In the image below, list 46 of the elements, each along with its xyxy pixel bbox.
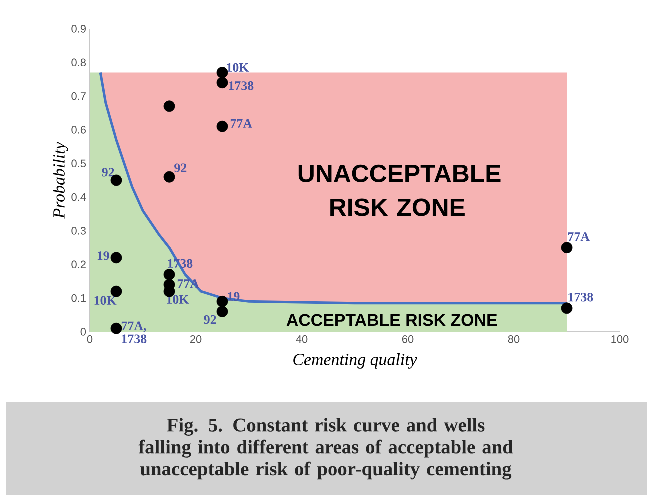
x-tick-label: 20 (190, 336, 202, 344)
point (110, 286, 122, 298)
point (216, 296, 228, 308)
point (164, 269, 176, 280)
point (164, 100, 176, 112)
y-tick-label: 0.9 (72, 25, 86, 33)
point (561, 302, 573, 314)
point (216, 77, 228, 89)
annotation: 10K (227, 63, 250, 72)
y-tick-label: 0.6 (72, 126, 86, 134)
annotation: 92 (102, 168, 114, 177)
point (561, 242, 573, 254)
point (216, 120, 228, 132)
y-tick-label: 0.5 (72, 160, 86, 168)
annotation: 10K (94, 296, 117, 306)
point (164, 171, 176, 183)
y-tick-label: 0 (80, 328, 86, 336)
y-tick-label: 0.7 (72, 92, 86, 100)
annotation: 77A, 1738 (122, 322, 147, 344)
annotation: UNACCEPTABLE RISK ZONE (298, 164, 501, 216)
annotation: 77A (568, 232, 590, 242)
point (110, 322, 122, 334)
x-tick-label: 60 (402, 336, 414, 344)
x-tick-label: 100 (612, 336, 629, 344)
y-tick-label: 0.2 (72, 260, 86, 269)
annotation: 19 (98, 252, 110, 260)
annotation: ACCEPTABLE RISK ZONE (286, 314, 498, 326)
point (216, 306, 228, 318)
annotation: 1738 (229, 82, 254, 90)
x-axis-title: Cementing quality (294, 354, 418, 369)
y-tick-label: 0.4 (72, 193, 86, 202)
point (110, 252, 122, 264)
annotation: 77A (230, 119, 252, 128)
x-tick-label: 40 (296, 336, 308, 344)
point (216, 67, 228, 78)
caption: Fig. 5. Constant risk curve and wells falling into different areas of acceptable and unacceptable risk of poor-quality cementing (138, 418, 514, 480)
y-tick-label: 0.1 (72, 294, 86, 302)
annotation: 92 (174, 164, 187, 172)
annotation: 10K (167, 295, 190, 304)
x-tick-label: 80 (508, 336, 520, 344)
annotation: 1738 (568, 292, 594, 302)
y-axis-title: Probability (53, 142, 68, 219)
y-tick-label: 0.8 (72, 58, 86, 67)
y-tick-label: 0.3 (72, 227, 86, 235)
x-tick-label: 0 (87, 336, 93, 344)
annotation: 92 (204, 315, 216, 324)
